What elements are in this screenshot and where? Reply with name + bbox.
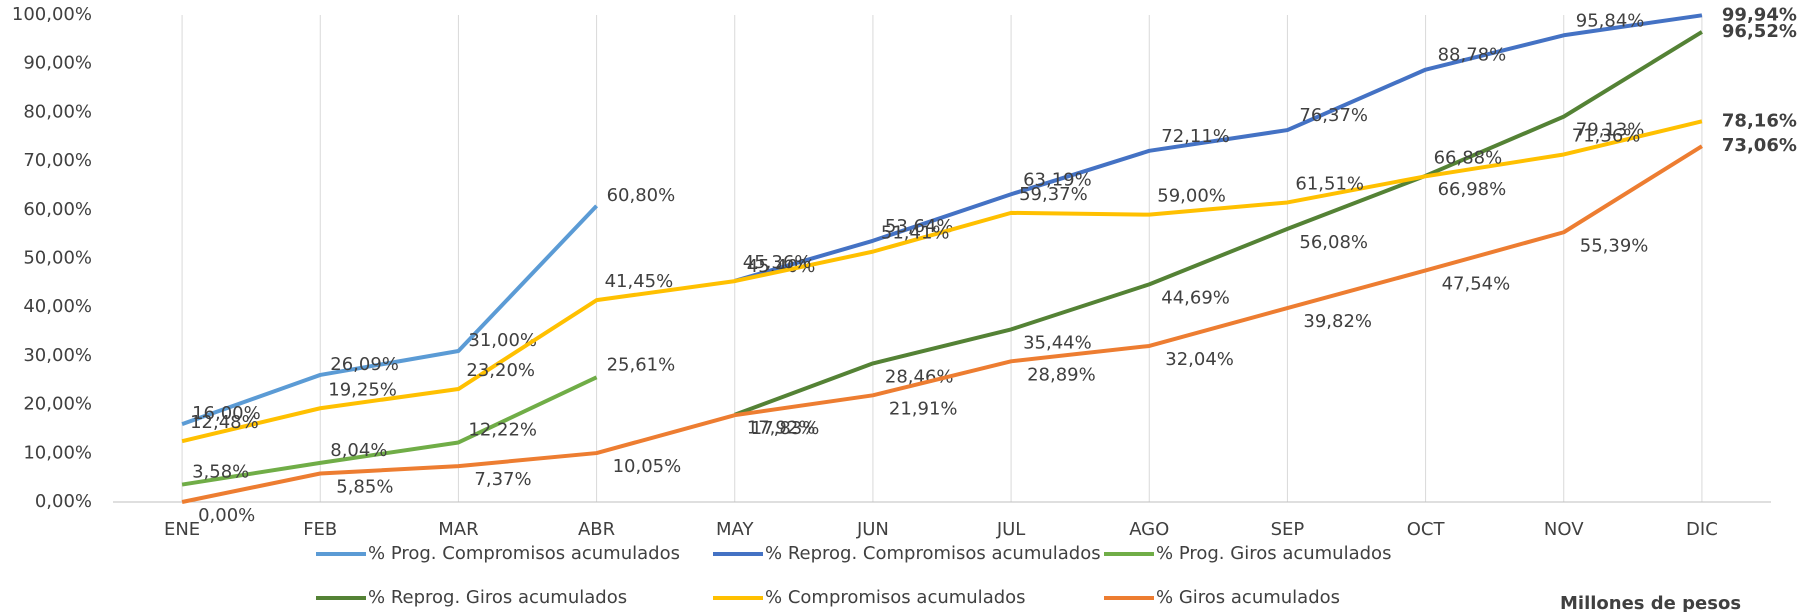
data-label: 45,36% (743, 252, 812, 273)
data-label: 35,44% (1023, 332, 1092, 353)
y-tick-label: 40,00% (23, 296, 92, 317)
y-tick-label: 70,00% (23, 150, 92, 171)
data-label: 17,92% (747, 418, 816, 439)
y-tick-label: 50,00% (23, 248, 92, 269)
data-label: 53,64% (885, 216, 954, 237)
x-tick-label: OCT (1407, 519, 1446, 540)
data-label: 73,06% (1722, 135, 1797, 156)
data-label: 39,82% (1303, 311, 1372, 332)
data-label: 12,48% (190, 412, 259, 433)
data-label: 8,04% (330, 440, 387, 461)
data-label: 12,22% (468, 419, 537, 440)
data-label: 76,37% (1299, 105, 1368, 126)
data-label: 72,11% (1161, 126, 1230, 147)
x-tick-label: DIC (1686, 519, 1718, 540)
y-tick-label: 80,00% (23, 101, 92, 122)
data-label: 99,94% (1722, 4, 1797, 25)
data-label: 66,88% (1434, 147, 1503, 168)
data-label: 51,41% (881, 223, 950, 244)
data-label: 25,61% (607, 354, 676, 375)
series-line (734, 13, 1703, 283)
x-tick-label: MAY (716, 519, 754, 540)
x-tick-label: ABR (578, 519, 615, 540)
x-tick-label: JUN (856, 519, 889, 540)
y-tick-label: 90,00% (23, 53, 92, 74)
y-tick-label: 10,00% (23, 442, 92, 463)
legend-label: % Reprog. Giros acumulados (368, 587, 627, 608)
series-line (181, 375, 598, 487)
data-label: 26,09% (330, 354, 399, 375)
x-tick-label: MAR (438, 519, 478, 540)
data-label: 61,51% (1295, 173, 1364, 194)
series-line (181, 119, 1703, 444)
data-label: 60,80% (607, 185, 676, 206)
y-tick-label: 0,00% (35, 491, 92, 512)
data-label: 21,91% (889, 398, 958, 419)
data-label: 71,36% (1572, 125, 1641, 146)
legend-label: % Reprog. Compromisos acumulados (765, 543, 1101, 564)
data-label: 17,83% (751, 418, 820, 439)
data-label: 10,05% (613, 456, 682, 477)
data-label: 44,69% (1161, 287, 1230, 308)
y-tick-label: 20,00% (23, 394, 92, 415)
y-tick-label: 60,00% (23, 199, 92, 220)
data-label: 59,00% (1157, 186, 1226, 207)
y-tick-label: 100,00% (12, 4, 92, 25)
data-label: 59,37% (1019, 184, 1088, 205)
x-tick-label: NOV (1544, 519, 1584, 540)
data-label: 28,46% (885, 366, 954, 387)
data-label: 7,37% (474, 469, 531, 490)
data-label: 78,16% (1722, 110, 1797, 131)
data-label: 5,85% (336, 477, 393, 498)
data-label: 56,08% (1299, 232, 1368, 253)
legend-label: % Giros acumulados (1156, 587, 1340, 608)
data-label: 63,19% (1023, 169, 1092, 190)
data-label: 16,00% (192, 403, 261, 424)
x-tick-label: AGO (1129, 519, 1169, 540)
data-label: 79,13% (1576, 120, 1645, 141)
series-line (181, 144, 1703, 504)
data-label: 32,04% (1165, 349, 1234, 370)
legend-label: % Prog. Giros acumulados (1156, 543, 1391, 564)
series-line (734, 30, 1703, 417)
legend-label: % Compromisos acumulados (765, 587, 1026, 608)
x-tick-label: FEB (303, 519, 337, 540)
data-label: 45,40% (747, 256, 816, 277)
y-tick-label: 30,00% (23, 345, 92, 366)
data-label: 3,58% (192, 462, 249, 483)
x-tick-label: JUL (996, 519, 1026, 540)
data-label: 95,84% (1576, 10, 1645, 31)
data-label: 47,54% (1442, 273, 1511, 294)
data-label: 23,20% (466, 360, 535, 381)
data-label: 66,98% (1438, 179, 1507, 200)
x-tick-label: SEP (1271, 519, 1305, 540)
data-label: 0,00% (198, 505, 255, 526)
data-label: 96,52% (1722, 21, 1797, 42)
data-label: 55,39% (1580, 235, 1649, 256)
data-label: 88,78% (1438, 45, 1507, 66)
legend-label: % Prog. Compromisos acumulados (368, 543, 680, 564)
series-line (181, 204, 599, 426)
note: Millones de pesos (1560, 593, 1741, 612)
x-tick-label: ENE (164, 519, 200, 540)
data-label: 28,89% (1027, 364, 1096, 385)
data-label: 19,25% (328, 379, 397, 400)
data-label: 41,45% (605, 271, 674, 292)
data-label: 31,00% (468, 330, 537, 351)
